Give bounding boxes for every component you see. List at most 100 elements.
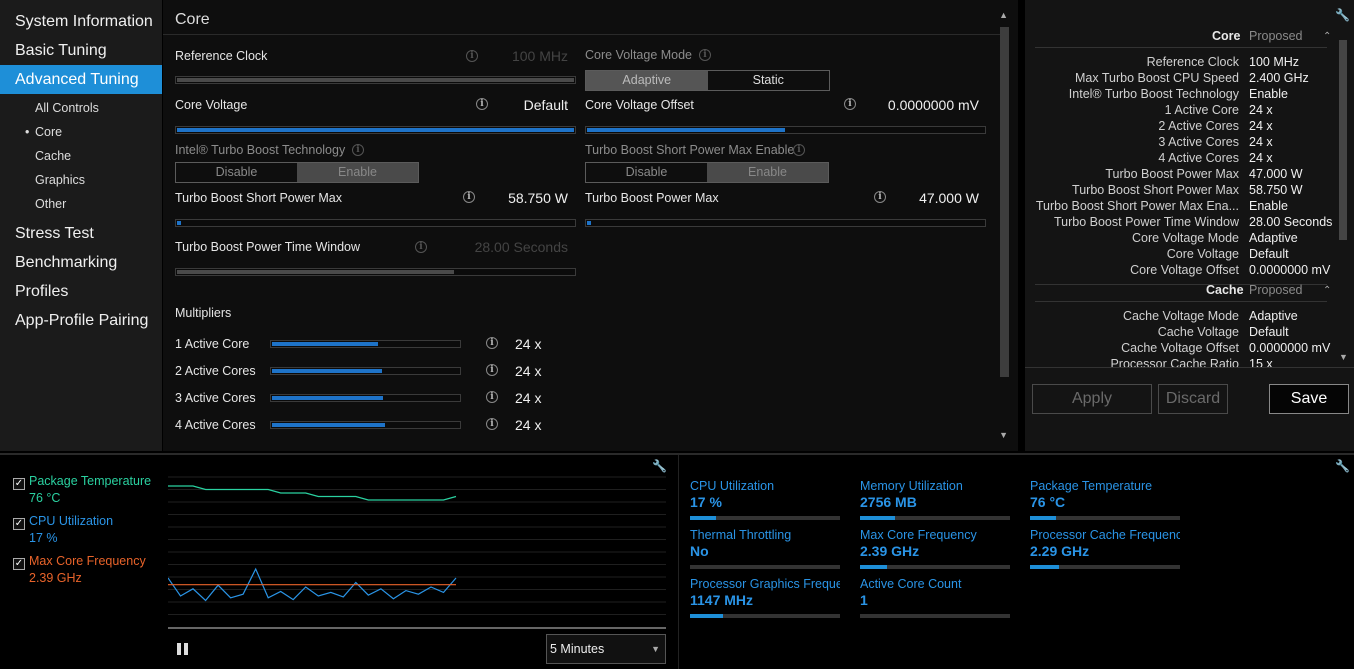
checkbox[interactable]: ✓ [13, 478, 25, 490]
nav-profiles[interactable]: Profiles [15, 283, 69, 300]
metric-value: No [690, 543, 709, 559]
info-icon[interactable]: i [874, 191, 886, 203]
summary-key: 1 Active Core [1164, 103, 1239, 117]
monitor-graph [168, 476, 666, 629]
multiplier-slider[interactable] [270, 394, 461, 402]
metric-tile: Memory Utilization 2756 MB [860, 479, 1010, 520]
nav-basic-tuning[interactable]: Basic Tuning [15, 42, 107, 59]
disable-option[interactable]: Disable [215, 165, 258, 179]
nav-app-profile-pairing[interactable]: App-Profile Pairing [15, 312, 149, 329]
summary-value: 47.000 W [1249, 167, 1303, 181]
summary-scrollbar[interactable] [1339, 40, 1347, 240]
title-divider [163, 34, 1002, 35]
cache-summary-list: Cache Voltage Mode Adaptive Cache Voltage D… [1025, 0, 1335, 367]
summary-row: Processor Cache Ratio 15 x [1025, 356, 1335, 367]
info-icon[interactable]: i [466, 50, 478, 62]
nav-system-information[interactable]: System Information [15, 13, 153, 30]
save-button[interactable]: Save [1269, 384, 1349, 414]
turbo-boost-tech-toggle[interactable]: Disable Enable [175, 162, 419, 183]
nav-sub-all-controls[interactable]: All Controls [35, 101, 99, 115]
metric-bar [1030, 516, 1180, 520]
nav-advanced-tuning[interactable]: Advanced Tuning [0, 65, 162, 94]
legend-item[interactable]: ✓ Package Temperature 76 °C [13, 473, 151, 506]
nav-sub-graphics[interactable]: Graphics [35, 173, 86, 187]
main-scrollbar[interactable] [1000, 27, 1009, 377]
info-icon[interactable]: i [486, 391, 498, 403]
turbo-power-max-label: Turbo Boost Power Max [585, 191, 719, 205]
slider-fill [587, 221, 591, 225]
turbo-short-max-slider[interactable] [175, 219, 576, 227]
chevron-down-icon: ▼ [651, 644, 660, 654]
slider-fill [272, 423, 386, 427]
info-icon[interactable]: i [352, 144, 364, 156]
legend-item[interactable]: ✓ Max Core Frequency 2.39 GHz [13, 553, 146, 586]
info-icon[interactable]: i [463, 191, 475, 203]
core-voltage-offset-slider[interactable] [585, 126, 986, 134]
metric-bar [690, 516, 840, 520]
info-icon[interactable]: i [699, 49, 711, 61]
adaptive-option[interactable]: Adaptive [586, 71, 708, 90]
info-icon[interactable]: i [486, 418, 498, 430]
summary-key: Core Voltage Mode [1131, 231, 1239, 245]
summary-key: Reference Clock [1146, 55, 1239, 69]
core-voltage-label: Core Voltage [175, 98, 248, 112]
info-icon[interactable]: i [486, 364, 498, 376]
legend-item[interactable]: ✓ CPU Utilization 17 % [13, 513, 113, 546]
scroll-down-icon[interactable]: ▼ [1339, 352, 1348, 362]
info-icon[interactable]: i [486, 337, 498, 349]
pause-icon[interactable] [177, 643, 189, 655]
discard-button[interactable]: Discard [1158, 384, 1228, 414]
enable-option[interactable]: Enable [707, 163, 828, 182]
info-icon[interactable]: i [415, 241, 427, 253]
info-icon[interactable]: i [476, 98, 488, 110]
wrench-icon[interactable]: 🔧 [1335, 8, 1350, 22]
core-voltage-slider[interactable] [175, 126, 576, 134]
metric-value: 2.29 GHz [1030, 543, 1090, 559]
apply-button[interactable]: Apply [1032, 384, 1152, 414]
selected-bullet: • [25, 125, 30, 139]
turbo-power-max-slider[interactable] [585, 219, 986, 227]
summary-key: Turbo Boost Short Power Max [1072, 183, 1239, 197]
metric-value: 1147 MHz [690, 592, 754, 608]
nav-benchmarking[interactable]: Benchmarking [15, 254, 118, 271]
nav-sub-cache[interactable]: Cache [35, 149, 72, 163]
summary-value: Adaptive [1249, 309, 1298, 323]
checkbox[interactable]: ✓ [13, 558, 25, 570]
enable-option[interactable]: Enable [297, 163, 418, 182]
multiplier-slider[interactable] [270, 367, 461, 375]
metric-bar [1030, 565, 1180, 569]
metric-bar-fill [1030, 565, 1059, 569]
nav-sub-other[interactable]: Other [35, 197, 67, 211]
slider-fill [272, 396, 384, 400]
multiplier-slider[interactable] [270, 421, 461, 429]
summary-value: 58.750 W [1249, 183, 1303, 197]
turbo-short-enable-toggle[interactable]: Disable Enable [585, 162, 829, 183]
checkbox[interactable]: ✓ [13, 518, 25, 530]
wrench-icon[interactable]: 🔧 [1335, 459, 1350, 473]
metric-bar [860, 565, 1010, 569]
metric-tile: Processor Graphics Freque... 1147 MHz [690, 577, 840, 618]
summary-row: Cache Voltage Offset 0.0000000 mV [1025, 340, 1335, 356]
collapse-icon[interactable]: ⌃ [1323, 31, 1332, 42]
disable-option[interactable]: Disable [625, 165, 668, 179]
scroll-up-icon[interactable]: ▲ [999, 10, 1008, 20]
summary-value: 24 x [1249, 151, 1273, 165]
proposed-label: Proposed [1249, 29, 1303, 43]
summary-row: Core Voltage Default [1025, 246, 1335, 262]
nav-stress-test[interactable]: Stress Test [15, 225, 94, 242]
multiplier-slider[interactable] [270, 340, 461, 348]
info-icon[interactable]: i [844, 98, 856, 110]
static-option[interactable]: Static [752, 73, 784, 87]
core-voltage-mode-toggle[interactable]: Adaptive Static [585, 70, 830, 91]
collapse-icon[interactable]: ⌃ [1323, 285, 1332, 296]
section-divider [1035, 47, 1327, 48]
metric-bar-fill [690, 614, 723, 618]
summary-key: Intel® Turbo Boost Technology [1068, 87, 1239, 101]
scroll-down-icon[interactable]: ▼ [999, 430, 1008, 440]
metric-bar [690, 614, 840, 618]
time-range-select[interactable]: 5 Minutes ▼ [546, 634, 666, 664]
core-voltage-offset-value: 0.0000000 mV [887, 97, 979, 113]
nav-sub-core[interactable]: • Core [0, 120, 162, 144]
info-icon[interactable]: i [793, 144, 805, 156]
wrench-icon[interactable]: 🔧 [652, 459, 667, 473]
